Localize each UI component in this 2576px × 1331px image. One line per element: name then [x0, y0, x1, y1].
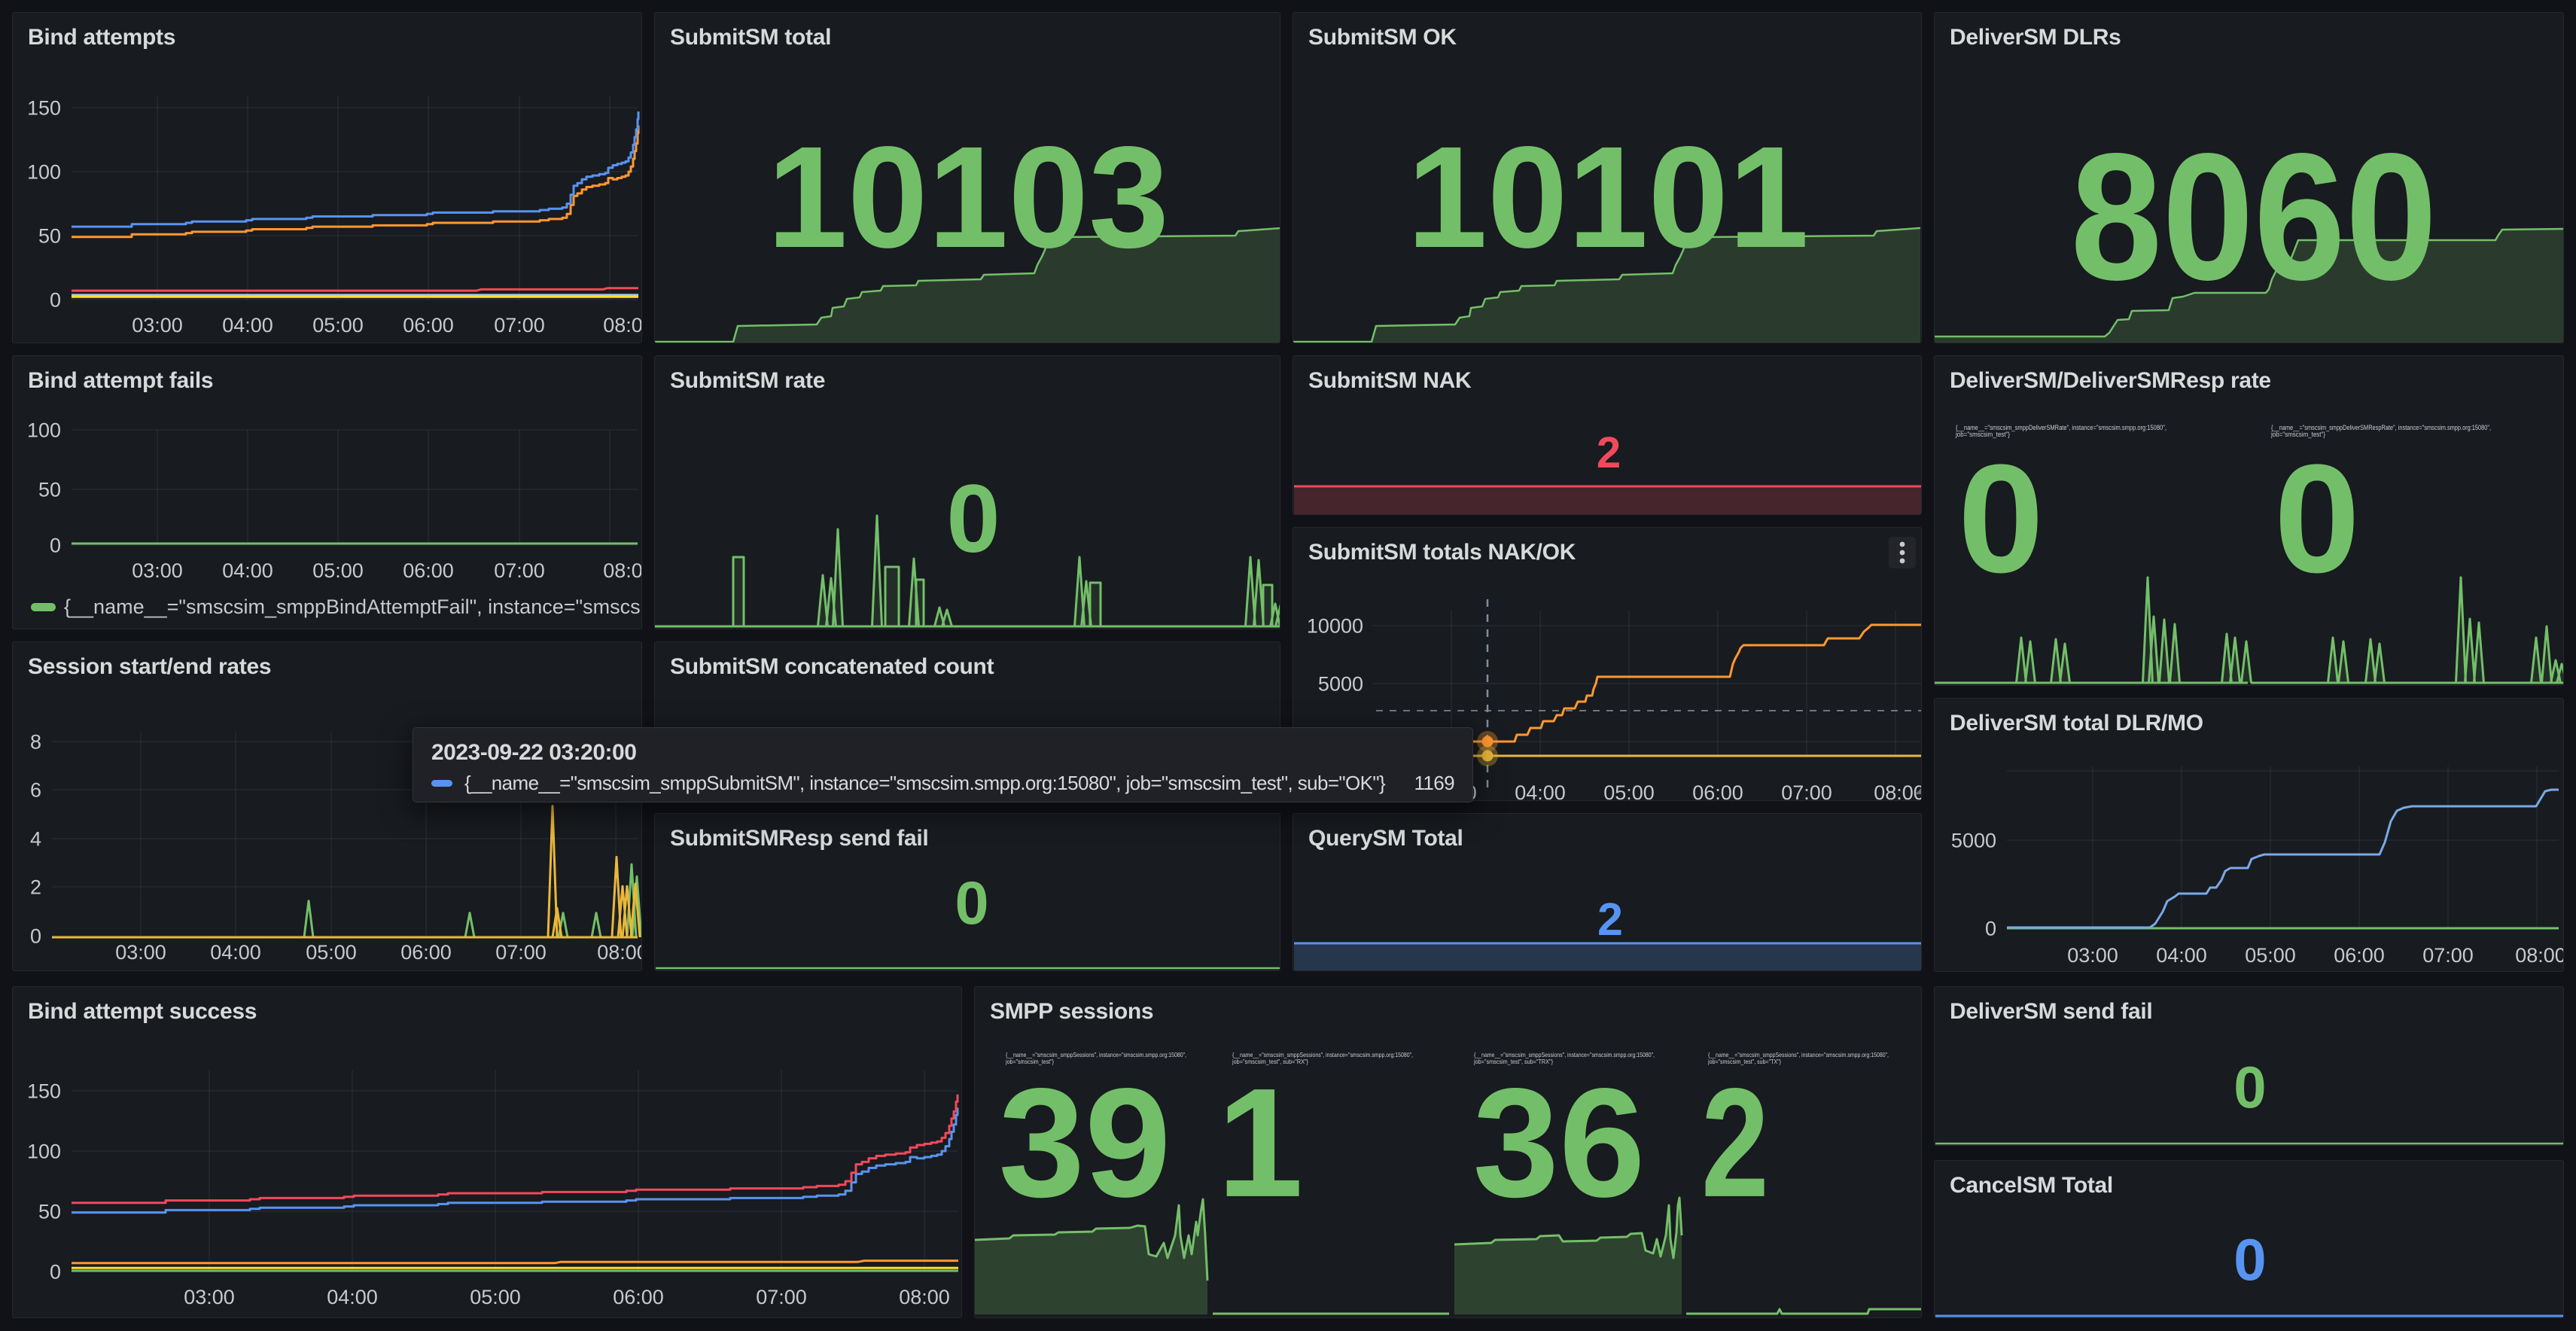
- svg-text:08:00: 08:00: [1874, 781, 1922, 801]
- svg-text:{__name__="smscsim_smppDeliver: {__name__="smscsim_smppDeliverSMRate", i…: [1956, 424, 2166, 431]
- svg-text:03:00: 03:00: [184, 1286, 235, 1308]
- svg-text:8060: 8060: [2071, 116, 2437, 318]
- svg-text:0: 0: [1958, 433, 2044, 605]
- svg-text:04:00: 04:00: [1515, 781, 1566, 801]
- svg-text:08:00: 08:00: [603, 314, 642, 337]
- svg-text:0: 0: [2233, 1226, 2266, 1293]
- svg-text:03:00: 03:00: [132, 559, 183, 582]
- svg-text:05:00: 05:00: [312, 314, 364, 337]
- svg-text:05:00: 05:00: [306, 941, 357, 964]
- svg-text:50: 50: [38, 479, 61, 501]
- svg-text:08:00: 08:00: [603, 559, 642, 582]
- svg-text:06:00: 06:00: [400, 941, 452, 964]
- svg-text:job="smscsim_test", sub="RX"}: job="smscsim_test", sub="RX"}: [1232, 1058, 1308, 1065]
- svg-text:04:00: 04:00: [222, 314, 273, 337]
- svg-text:07:00: 07:00: [494, 314, 545, 337]
- svg-text:04:00: 04:00: [327, 1286, 378, 1308]
- svg-text:10101: 10101: [1407, 116, 1809, 278]
- svg-text:03:00: 03:00: [115, 941, 166, 964]
- svg-text:0: 0: [30, 925, 41, 948]
- svg-text:36: 36: [1472, 1056, 1645, 1229]
- svg-text:06:00: 06:00: [1692, 781, 1743, 801]
- svg-text:05:00: 05:00: [2245, 944, 2296, 967]
- svg-text:08:00: 08:00: [899, 1286, 950, 1308]
- svg-text:0: 0: [2274, 433, 2360, 605]
- svg-text:04:00: 04:00: [2156, 944, 2207, 967]
- svg-text:2: 2: [1701, 1056, 1769, 1229]
- svg-text:8: 8: [30, 731, 41, 754]
- svg-text:04:00: 04:00: [210, 941, 261, 964]
- svg-text:10000: 10000: [1307, 615, 1363, 638]
- svg-text:job="smscsim_test"}: job="smscsim_test"}: [1955, 431, 2010, 438]
- svg-text:{__name__="smscsim_smppBindAtt: {__name__="smscsim_smppBindAttemptFail",…: [64, 595, 642, 618]
- svg-text:100: 100: [27, 1141, 61, 1163]
- svg-text:4: 4: [30, 828, 41, 851]
- svg-text:0: 0: [955, 870, 988, 937]
- svg-text:39: 39: [998, 1056, 1171, 1229]
- svg-text:{__name__="smscsim_smppSession: {__name__="smscsim_smppSessions", instan…: [1474, 1051, 1655, 1058]
- svg-text:03:00: 03:00: [132, 314, 183, 337]
- svg-text:05:00: 05:00: [312, 559, 364, 582]
- svg-text:0: 0: [50, 1261, 61, 1284]
- svg-text:06:00: 06:00: [403, 314, 454, 337]
- svg-text:05:00: 05:00: [1603, 781, 1655, 801]
- svg-text:0: 0: [50, 289, 61, 312]
- svg-text:5000: 5000: [1951, 830, 1996, 852]
- svg-text:100: 100: [27, 161, 61, 184]
- svg-text:{__name__="smscsim_smppDeliver: {__name__="smscsim_smppDeliverSMRespRate…: [2271, 424, 2491, 431]
- svg-text:07:00: 07:00: [495, 941, 547, 964]
- svg-text:{__name__="smscsim_smppSession: {__name__="smscsim_smppSessions", instan…: [1006, 1051, 1186, 1058]
- svg-text:2: 2: [1597, 428, 1621, 477]
- svg-text:{__name__="smscsim_smppSession: {__name__="smscsim_smppSessions", instan…: [1708, 1051, 1889, 1058]
- svg-text:08:00: 08:00: [2515, 944, 2564, 967]
- svg-text:07:00: 07:00: [1781, 781, 1832, 801]
- svg-text:07:00: 07:00: [2422, 944, 2474, 967]
- svg-text:06:00: 06:00: [2334, 944, 2385, 967]
- svg-text:150: 150: [27, 97, 61, 120]
- svg-text:1: 1: [1217, 1056, 1304, 1229]
- svg-text:0: 0: [50, 535, 61, 557]
- svg-text:100: 100: [27, 419, 61, 442]
- svg-text:job="smscsim_test"}: job="smscsim_test"}: [2270, 431, 2325, 438]
- svg-text:04:00: 04:00: [222, 559, 273, 582]
- svg-text:0: 0: [2233, 1054, 2266, 1120]
- svg-text:150: 150: [27, 1080, 61, 1103]
- svg-text:03:00: 03:00: [2067, 944, 2118, 967]
- svg-text:06:00: 06:00: [403, 559, 454, 582]
- svg-text:10103: 10103: [767, 116, 1169, 278]
- svg-text:6: 6: [30, 779, 41, 802]
- svg-text:2: 2: [30, 876, 41, 899]
- svg-text:07:00: 07:00: [756, 1286, 807, 1308]
- svg-text:2: 2: [1597, 894, 1623, 945]
- svg-text:job="smscsim_test", sub="TRX"}: job="smscsim_test", sub="TRX"}: [1473, 1058, 1553, 1065]
- svg-text:07:00: 07:00: [494, 559, 545, 582]
- svg-text:08:00: 08:00: [597, 941, 642, 964]
- svg-text:0: 0: [946, 465, 1000, 573]
- svg-text:job="smscsim_test"}: job="smscsim_test"}: [1005, 1058, 1054, 1065]
- svg-text:05:00: 05:00: [470, 1286, 521, 1308]
- svg-text:0: 0: [1985, 918, 1996, 940]
- svg-text:50: 50: [38, 1201, 61, 1223]
- svg-text:50: 50: [38, 225, 61, 248]
- svg-text:job="smscsim_test", sub="TX"}: job="smscsim_test", sub="TX"}: [1707, 1058, 1781, 1065]
- svg-text:{__name__="smscsim_smppSession: {__name__="smscsim_smppSessions", instan…: [1232, 1051, 1413, 1058]
- svg-text:06:00: 06:00: [613, 1286, 664, 1308]
- svg-text:5000: 5000: [1318, 673, 1363, 696]
